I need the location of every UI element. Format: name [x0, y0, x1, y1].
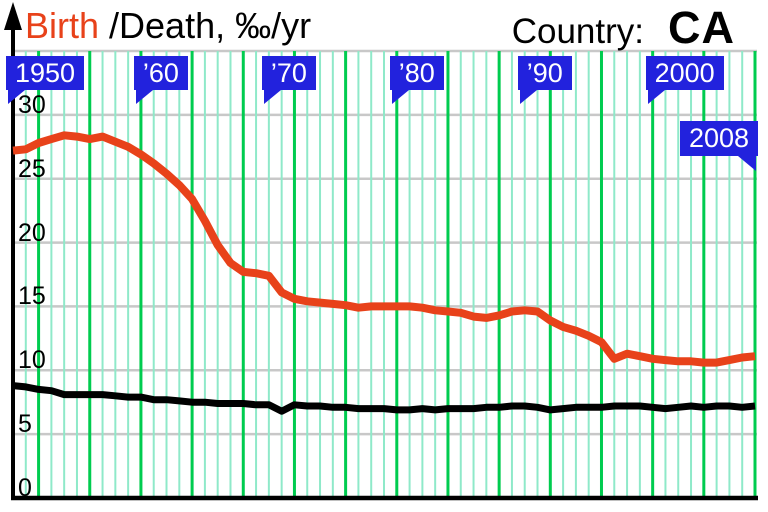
- country-code: CA: [668, 2, 735, 53]
- y-tick-label-0: 0: [18, 474, 32, 502]
- y-tick-label-10: 10: [18, 346, 46, 375]
- year-flag-1950: 1950: [6, 56, 84, 104]
- year-flag-pointer-icon: [8, 90, 25, 104]
- death-rate-line: [12, 382, 756, 415]
- year-flag-pointer-icon: [263, 90, 281, 104]
- y-tick-label-20: 20: [18, 218, 46, 247]
- country-label: Country:: [511, 12, 644, 51]
- country-indicator: Country: CA: [512, 2, 735, 54]
- year-flag-pointer-icon: [738, 156, 756, 171]
- year-flag-1990: ’90: [517, 56, 572, 104]
- year-flag-pointer-icon: [519, 90, 537, 104]
- year-flag-pointer-icon: [391, 90, 409, 104]
- year-flag-1960: ’60: [133, 56, 188, 104]
- chart-title: Birth/Death, ‰/yr: [25, 5, 311, 47]
- year-flag-pointer-icon: [135, 90, 153, 104]
- death-series-units-label: /Death, ‰/yr: [109, 5, 312, 46]
- year-flag-1980: ’80: [389, 56, 444, 104]
- y-axis-arrow-icon: [4, 2, 22, 30]
- year-flag-2008: 2008: [680, 121, 758, 171]
- year-flag-1970: ’70: [261, 56, 316, 104]
- y-tick-label-15: 15: [18, 282, 46, 311]
- year-flag-2000: 2000: [645, 56, 724, 104]
- y-tick-label-25: 25: [18, 154, 46, 183]
- year-flag-pointer-icon: [647, 90, 665, 104]
- y-tick-label-5: 5: [18, 410, 32, 439]
- birth-rate-line: [12, 131, 756, 367]
- birth-series-label: Birth: [25, 5, 100, 46]
